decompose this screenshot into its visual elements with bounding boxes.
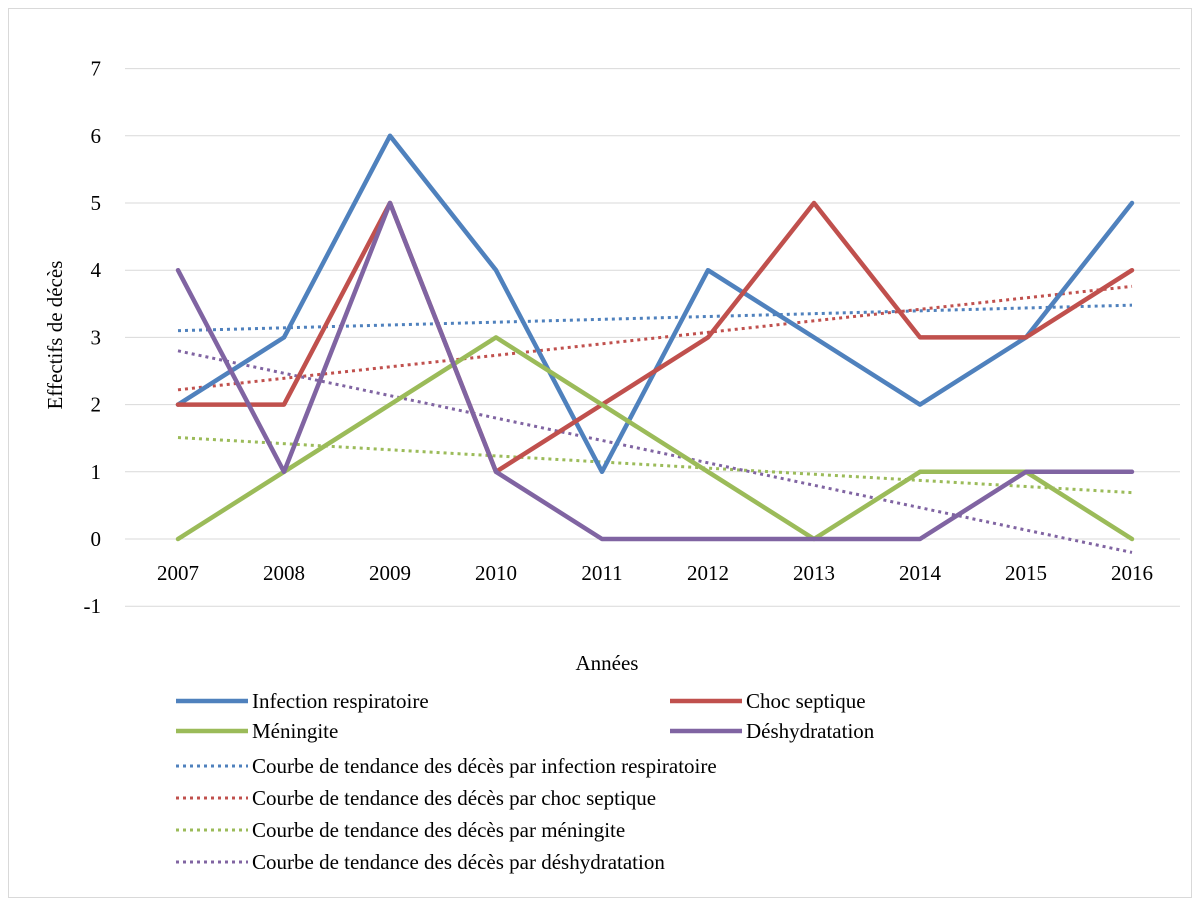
legend-label: Courbe de tendance des décès par déshydr…	[252, 850, 665, 874]
trendline	[177, 284, 1133, 392]
x-tick-label: 2015	[1005, 561, 1047, 585]
x-tick-label: 2011	[581, 561, 622, 585]
y-tick-label: 5	[91, 191, 102, 215]
x-axis-label: Années	[576, 651, 639, 675]
y-tick-label: 3	[91, 325, 102, 349]
legend-label: Infection respiratoire	[252, 689, 429, 713]
y-axis-tick-labels: -1 0 1 2 3 4 5 6 7	[84, 57, 102, 619]
y-tick-label: 0	[91, 527, 102, 551]
y-tick-label: 1	[91, 460, 102, 484]
series-line	[175, 200, 1135, 542]
y-tick-label: 6	[91, 124, 102, 148]
series-line	[175, 200, 1135, 475]
legend-label: Choc septique	[746, 689, 866, 713]
legend-label: Courbe de tendance des décès par infecti…	[252, 754, 717, 778]
x-tick-label: 2014	[899, 561, 942, 585]
x-tick-label: 2016	[1111, 561, 1153, 585]
y-tick-label: 7	[91, 57, 102, 81]
legend-label: Courbe de tendance des décès par choc se…	[252, 786, 656, 810]
x-tick-label: 2007	[157, 561, 199, 585]
trendline	[177, 436, 1133, 495]
trendline	[177, 349, 1133, 554]
series-lines	[175, 133, 1135, 542]
series-line	[175, 335, 1135, 542]
legend-label: Méningite	[252, 719, 338, 743]
y-tick-label: 2	[91, 393, 102, 417]
legend-label: Courbe de tendance des décès par méningi…	[252, 818, 625, 842]
x-tick-label: 2009	[369, 561, 411, 585]
legend-label: Déshydratation	[746, 719, 875, 743]
x-tick-label: 2010	[475, 561, 517, 585]
x-tick-label: 2012	[687, 561, 729, 585]
series-line	[175, 133, 1135, 475]
y-tick-label: -1	[84, 594, 102, 618]
trendlines	[177, 284, 1133, 554]
y-axis-label: Effectifs de décès	[43, 261, 67, 410]
chart-frame	[8, 8, 1192, 898]
x-tick-label: 2013	[793, 561, 835, 585]
y-tick-label: 4	[91, 258, 102, 282]
x-tick-label: 2008	[263, 561, 305, 585]
legend: Infection respiratoire Choc septique Ménin…	[176, 689, 875, 874]
trendline	[177, 303, 1133, 333]
x-axis-tick-labels: 2007 2008 2009 2010 2011 2012 2013 2014 2015 2016	[157, 561, 1153, 585]
